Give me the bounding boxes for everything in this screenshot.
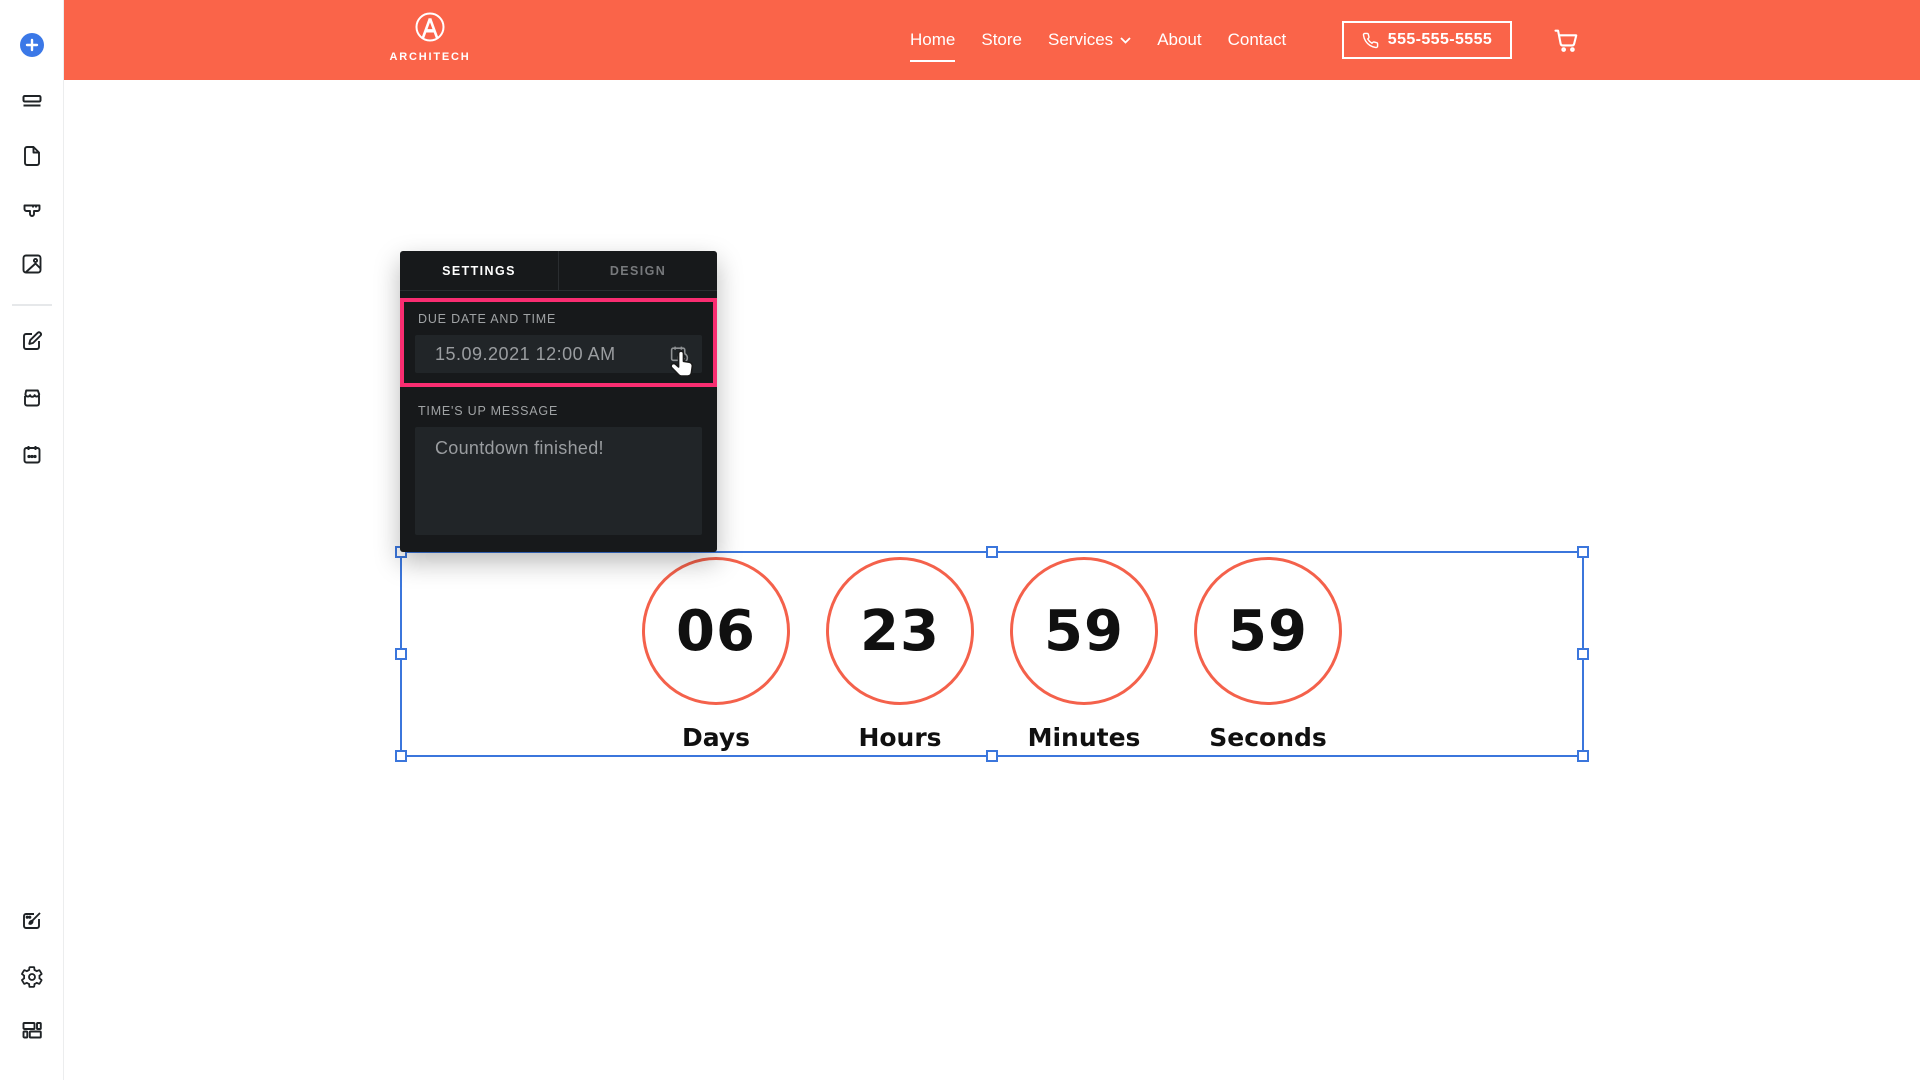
image-editor-icon[interactable]	[20, 909, 44, 933]
countdown-label: Seconds	[1209, 723, 1327, 752]
phone-button[interactable]: 555-555-5555	[1342, 21, 1512, 59]
selection-handle-middle-right[interactable]	[1577, 648, 1589, 660]
add-element-button[interactable]	[20, 33, 44, 57]
sidebar-divider	[12, 304, 52, 306]
countdown-label: Days	[681, 723, 751, 752]
countdown-circle: 59	[1194, 557, 1342, 705]
nav-link-contact[interactable]: Contact	[1227, 30, 1287, 49]
nav-link-about[interactable]: About	[1157, 30, 1202, 49]
countdown-label: Hours	[858, 723, 942, 752]
countdown-element-selection[interactable]: 06 Days 23 Hours 59 Minutes 59 Seconds	[395, 546, 1589, 762]
due-date-input[interactable]: 15.09.2021 12:00 AM	[415, 335, 702, 373]
nav-link-services-label: Services	[1048, 30, 1114, 49]
bookings-icon[interactable]	[20, 443, 44, 467]
tab-design[interactable]: DESIGN	[558, 251, 717, 290]
countdown-item-minutes: 59 Minutes	[1010, 557, 1158, 752]
countdown-value: 59	[1228, 598, 1308, 664]
styles-icon[interactable]	[20, 200, 44, 224]
media-icon[interactable]	[20, 252, 44, 276]
countdown-label: Minutes	[1027, 723, 1141, 752]
countdown-value: 06	[676, 598, 756, 664]
phone-icon	[1362, 32, 1379, 48]
blog-icon[interactable]	[20, 329, 44, 353]
nav-link-home[interactable]: Home	[910, 24, 956, 62]
selection-handle-bottom-left[interactable]	[395, 750, 407, 762]
tab-settings[interactable]: SETTINGS	[400, 251, 558, 290]
builder-sidebar	[0, 0, 64, 1080]
navigation-icon[interactable]	[20, 89, 44, 113]
selection-handle-bottom-right[interactable]	[1577, 750, 1589, 762]
selection-handle-top-right[interactable]	[1577, 546, 1589, 558]
nav-link-store[interactable]: Store	[981, 30, 1022, 49]
times-up-section: TIME'S UP MESSAGE Countdown finished!	[400, 387, 717, 552]
site-logo[interactable]: ARCHITECH	[390, 10, 469, 63]
times-up-message-value: Countdown finished!	[435, 438, 604, 458]
selection-handle-bottom-center[interactable]	[986, 750, 998, 762]
main-nav: Home Store Services About Contact	[910, 0, 1286, 80]
due-date-label: DUE DATE AND TIME	[418, 312, 557, 326]
selection-handle-middle-left[interactable]	[395, 648, 407, 660]
countdown-circle: 59	[1010, 557, 1158, 705]
times-up-message-input[interactable]: Countdown finished!	[415, 427, 702, 535]
pages-icon[interactable]	[20, 144, 44, 168]
phone-button-label: 555-555-5555	[1387, 31, 1493, 48]
selection-handle-top-center[interactable]	[986, 546, 998, 558]
settings-icon[interactable]	[20, 965, 44, 989]
countdown-item-seconds: 59 Seconds	[1194, 557, 1342, 752]
site-logo-text: ARCHITECH	[389, 51, 471, 63]
store-icon[interactable]	[20, 386, 44, 410]
countdown-item-hours: 23 Hours	[826, 557, 974, 752]
panel-tabs: SETTINGS DESIGN	[400, 251, 717, 291]
chevron-down-icon	[1120, 36, 1131, 44]
sections-icon[interactable]	[20, 1018, 44, 1042]
times-up-label: TIME'S UP MESSAGE	[418, 404, 559, 418]
cart-button[interactable]	[1552, 26, 1580, 54]
countdown-value: 59	[1044, 598, 1124, 664]
countdown-settings-panel: SETTINGS DESIGN DUE DATE AND TIME 15.09.…	[400, 251, 717, 552]
countdown-value: 23	[860, 598, 940, 664]
architech-a-logo-icon	[415, 12, 445, 42]
countdown-circle: 06	[642, 557, 790, 705]
shopping-cart-icon	[1554, 29, 1578, 52]
due-date-section-highlighted: DUE DATE AND TIME 15.09.2021 12:00 AM	[400, 298, 717, 387]
countdown-widget: 06 Days 23 Hours 59 Minutes 59 Seconds	[402, 557, 1582, 752]
countdown-circle: 23	[826, 557, 974, 705]
calendar-clock-icon[interactable]	[669, 344, 690, 365]
nav-link-services[interactable]: Services	[1048, 24, 1131, 56]
plus-icon	[25, 38, 39, 52]
countdown-item-days: 06 Days	[642, 557, 790, 752]
due-date-value: 15.09.2021 12:00 AM	[435, 343, 616, 364]
site-header: ARCHITECH Home Store Services About Cont…	[64, 0, 1920, 80]
